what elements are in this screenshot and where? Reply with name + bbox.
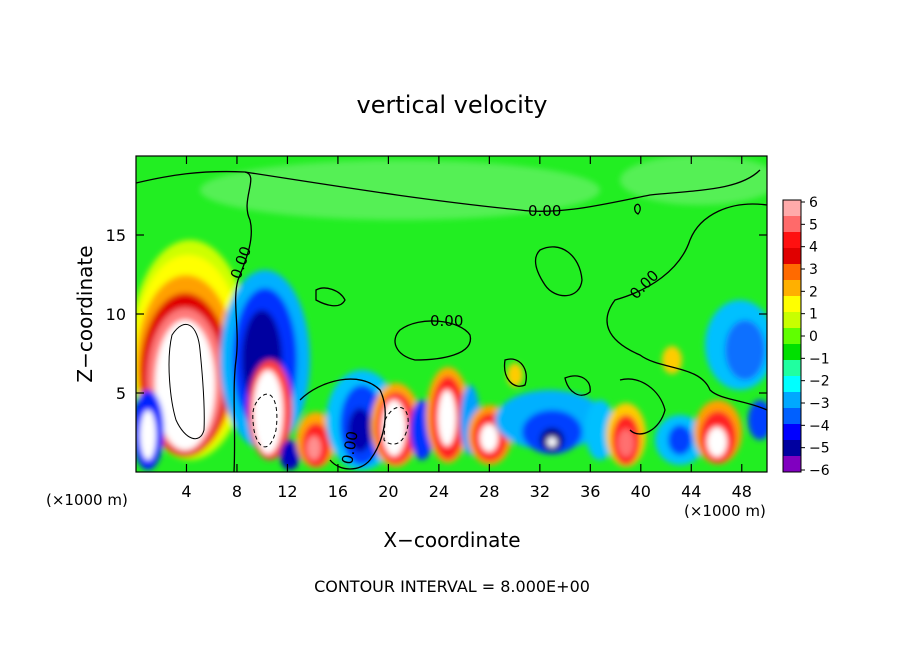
zero-contour-island-6 [634, 203, 641, 215]
x-tick-label: 44 [681, 482, 701, 501]
updraft-core-10 [253, 370, 283, 454]
zero-contour-top [136, 170, 252, 472]
y-axis-label: Z−coordinate [73, 245, 97, 382]
colorbar-tick-label: 6 [809, 195, 818, 211]
y-axis-ticks: 5 10 15 [106, 226, 767, 403]
x-tick-label: 20 [378, 482, 398, 501]
zero-contour-upper [244, 169, 761, 212]
x-tick-label: 32 [530, 482, 550, 501]
colorbar-tick-label: 3 [809, 262, 818, 278]
colorbar-segment [783, 312, 801, 329]
field-shading [136, 156, 767, 470]
x-tick-label: 28 [479, 482, 499, 501]
downdraft-core-32 [547, 437, 557, 447]
x-tick-label: 24 [429, 482, 449, 501]
colorbar-tick-label: −5 [809, 441, 830, 457]
contour-label-3: 0.00 [430, 312, 463, 330]
x-unit-right: (×1000 m) [684, 502, 766, 520]
zero-contour-island-2 [394, 320, 471, 361]
upper-field-light-right [620, 156, 767, 205]
zero-contour-island-4 [503, 358, 527, 387]
colorbar-segment [783, 248, 801, 265]
plot-area: 0.00 0.00 0.00 0.00 0.00 [136, 156, 767, 472]
colorbar-segment [783, 344, 801, 361]
colorbar-tick-label: 5 [809, 217, 818, 233]
contour-interval-footer: CONTOUR INTERVAL = 8.000E+00 [314, 577, 590, 596]
colorbar-tick-label: 0 [809, 329, 818, 345]
colorbar-tick-label: 1 [809, 307, 818, 323]
updraft-core-28 [480, 424, 498, 452]
negative-contour-10 [252, 393, 278, 448]
updraft-core-25 [438, 390, 456, 446]
x-unit-left: (×1000 m) [46, 491, 128, 509]
colorbar-segment [783, 376, 801, 393]
colorbar-segment [783, 424, 801, 441]
zero-contour-island-3 [315, 287, 346, 307]
colorbar-segment [783, 232, 801, 249]
colorbar-tick-label: 4 [809, 240, 818, 256]
colorbar-tick-label: −2 [809, 374, 830, 390]
zero-contour-low-2 [619, 378, 666, 435]
negative-contour-20 [383, 407, 409, 445]
left-downdraft-core [140, 410, 156, 460]
colorbar-segment [783, 360, 801, 377]
updraft-30 [507, 363, 523, 387]
colorbar-segment [783, 408, 801, 425]
updraft-core [155, 320, 215, 450]
x-tick-label: 8 [232, 482, 242, 501]
colorbar-segment [783, 264, 801, 281]
colorbar-tick-label: −4 [809, 418, 830, 434]
x-tick-label: 4 [181, 482, 191, 501]
colorbar-segment [783, 456, 801, 473]
upper-field-light [200, 160, 600, 220]
x-tick-label: 16 [328, 482, 348, 501]
downdraft-navy-18 [348, 408, 372, 452]
x-tick-label: 40 [631, 482, 651, 501]
positive-contours [168, 323, 205, 440]
colorbar-tick-label: −6 [809, 463, 830, 479]
colorbar-tick-label: 2 [809, 284, 818, 300]
x-axis-label: X−coordinate [383, 528, 520, 552]
x-axis-ticks: 4 8 12 16 20 24 28 32 36 40 44 48 [181, 156, 752, 501]
downdraft-blue-48 [725, 320, 765, 380]
colorbar-tick-label: −1 [809, 351, 830, 367]
downdraft-blue-44 [668, 425, 692, 455]
downdraft-12 [280, 440, 300, 470]
contour-label-5: 0.00 [338, 430, 362, 466]
updraft-core-46 [707, 427, 727, 457]
contour-lines [136, 169, 767, 472]
zero-contour-right [606, 203, 767, 411]
colorbar-segment [783, 328, 801, 345]
y-tick-label: 5 [116, 384, 126, 403]
colorbar-tick-label: −3 [809, 396, 830, 412]
colorbar-segment [783, 392, 801, 409]
colorbar-segment [783, 440, 801, 457]
colorbar-segment [783, 200, 801, 217]
zero-contour-island-5 [564, 375, 591, 396]
negative-contours [252, 393, 409, 448]
zero-contour-island-1 [534, 246, 583, 297]
updraft-core-38 [618, 429, 634, 457]
y-tick-label: 15 [106, 226, 126, 245]
contour-label-1: 0.00 [528, 202, 561, 220]
downdraft-right-edge [748, 400, 767, 440]
zero-contour-low-1 [299, 378, 386, 470]
y-tick-label: 10 [106, 305, 126, 324]
positive-contour-4 [168, 323, 205, 440]
colorbar-segment [783, 296, 801, 313]
colorbar: 6 5 4 3 2 1 0 −1 −2 −3 −4 −5 −6 [782, 195, 830, 479]
colorbar-segment [783, 216, 801, 233]
updraft-core-20 [382, 400, 406, 456]
x-tick-label: 48 [732, 482, 752, 501]
x-tick-label: 36 [580, 482, 600, 501]
colorbar-segment [783, 280, 801, 297]
updraft-core-14 [307, 436, 321, 460]
x-tick-label: 12 [277, 482, 297, 501]
updraft-43 [662, 346, 682, 374]
chart-title: vertical velocity [357, 91, 548, 119]
